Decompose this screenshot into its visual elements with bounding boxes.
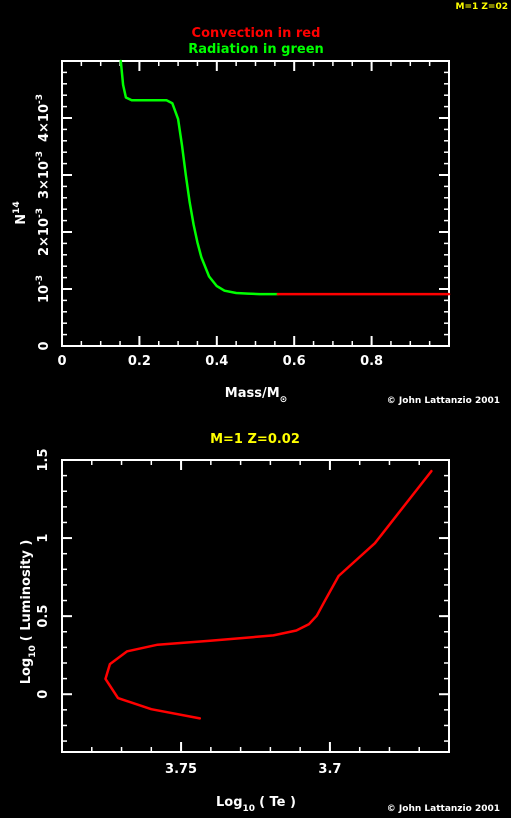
- top-x-tick-label: 0.4: [205, 354, 228, 369]
- top-x-axis-label: Mass/M⊙: [225, 386, 287, 405]
- bottom-axis-ticks: 3.75 3.7 0 0.5 1 1.5: [36, 448, 449, 777]
- top-x-tick-label: 0.6: [283, 354, 306, 369]
- top-y-tick-label: 0: [37, 341, 52, 350]
- top-series-line-1: [119, 59, 280, 296]
- legend-convection: Convection in red: [192, 26, 321, 41]
- top-series: [119, 59, 451, 296]
- bottom-y-tick-label: 1.5: [36, 448, 51, 471]
- bottom-series: [104, 469, 433, 720]
- bottom-series-line-1: [104, 469, 433, 720]
- legend-radiation: Radiation in green: [188, 42, 324, 57]
- bottom-y-axis-label: Log10( Luminosity ): [19, 540, 38, 685]
- top-credit: © John Lattanzio 2001: [387, 396, 500, 406]
- corner-tag: M=1 Z=02: [456, 2, 508, 12]
- top-y-tick-label: 2×10-3: [35, 208, 52, 256]
- bottom-chart: M=1 Z=0.02 3.75 3.7 0 0.5 1 1.5 Log10( Lumino…: [19, 432, 500, 814]
- top-y-tick-label: 3×10-3: [35, 151, 52, 199]
- top-plot-frame: [61, 60, 450, 347]
- bottom-x-tick-label: 3.7: [318, 762, 341, 777]
- bottom-y-tick-label: 0.5: [36, 605, 51, 628]
- bottom-credit: © John Lattanzio 2001: [387, 804, 500, 814]
- top-y-tick-label: 10-3: [35, 275, 52, 303]
- bottom-x-axis-label: Log10( Te ): [216, 795, 296, 814]
- top-chart: Convection in red Radiation in green 0 0.…: [12, 26, 500, 406]
- top-x-tick-label: 0: [57, 354, 66, 369]
- bottom-y-tick-label: 0: [36, 690, 51, 699]
- bottom-y-tick-label: 1: [36, 534, 51, 543]
- bottom-plot-frame: [61, 459, 450, 753]
- top-y-tick-label: 4×10-3: [35, 94, 52, 142]
- top-x-tick-label: 0.2: [128, 354, 151, 369]
- top-y-axis-label: N14: [12, 201, 29, 224]
- top-axis-ticks: 0 0.2 0.4 0.6 0.8 0 10-3 2×10-3 3×10-3 4×10-3: [35, 61, 449, 369]
- top-x-tick-label: 0.8: [360, 354, 383, 369]
- bottom-x-tick-label: 3.75: [165, 762, 197, 777]
- bottom-title: M=1 Z=0.02: [210, 432, 300, 447]
